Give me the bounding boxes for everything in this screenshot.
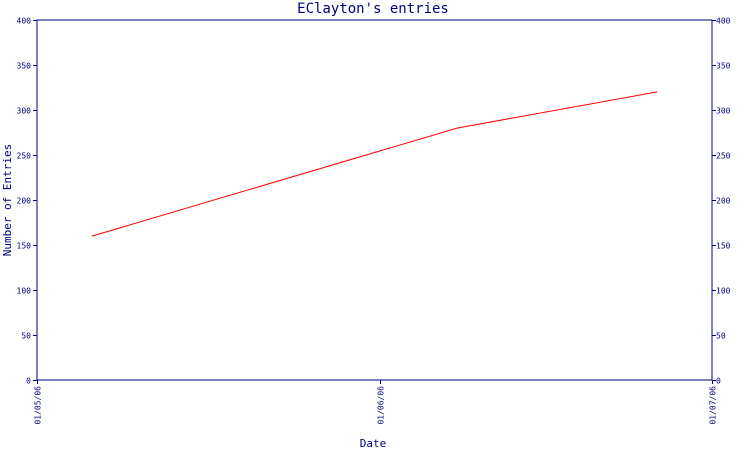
y-tick-label-right: 350 (716, 62, 731, 71)
y-tick-label-right: 50 (716, 332, 726, 341)
x-tick-label: 01/06/06 (377, 386, 386, 425)
y-tick-label-right: 150 (716, 242, 731, 251)
y-axis-label: Number of Entries (1, 144, 14, 257)
y-tick-label-right: 400 (716, 17, 731, 26)
data-point (456, 127, 459, 129)
y-tick-label-left: 350 (17, 62, 32, 71)
y-tick-label-right: 100 (716, 287, 731, 296)
y-tick-label-right: 300 (716, 107, 731, 116)
y-tick-label-left: 100 (17, 287, 32, 296)
data-point (656, 91, 658, 93)
y-tick-label-right: 0 (716, 377, 721, 386)
plot-frame (36, 19, 713, 381)
y-tick-label-left: 400 (17, 17, 32, 26)
y-tick-label-left: 300 (17, 107, 32, 116)
x-axis-label: Date (360, 437, 387, 450)
data-point (91, 235, 93, 237)
y-tick-label-right: 200 (716, 197, 731, 206)
y-tick-label-left: 250 (17, 152, 32, 161)
x-tick-label: 01/07/06 (709, 386, 718, 425)
y-tick-label-left: 200 (17, 197, 32, 206)
series-line (92, 91, 657, 237)
y-tick-label-left: 150 (17, 242, 32, 251)
chart-title: EClayton's entries (297, 1, 449, 17)
y-tick-label-left: 0 (26, 377, 31, 386)
x-tick-label: 01/05/06 (34, 386, 43, 425)
y-tick-label-left: 50 (21, 332, 31, 341)
plot-area: 0 0 50 50 100 100 150 150 200 200 250 250 300 300 350 3… (17, 17, 731, 425)
y-tick-label-right: 250 (716, 152, 731, 161)
